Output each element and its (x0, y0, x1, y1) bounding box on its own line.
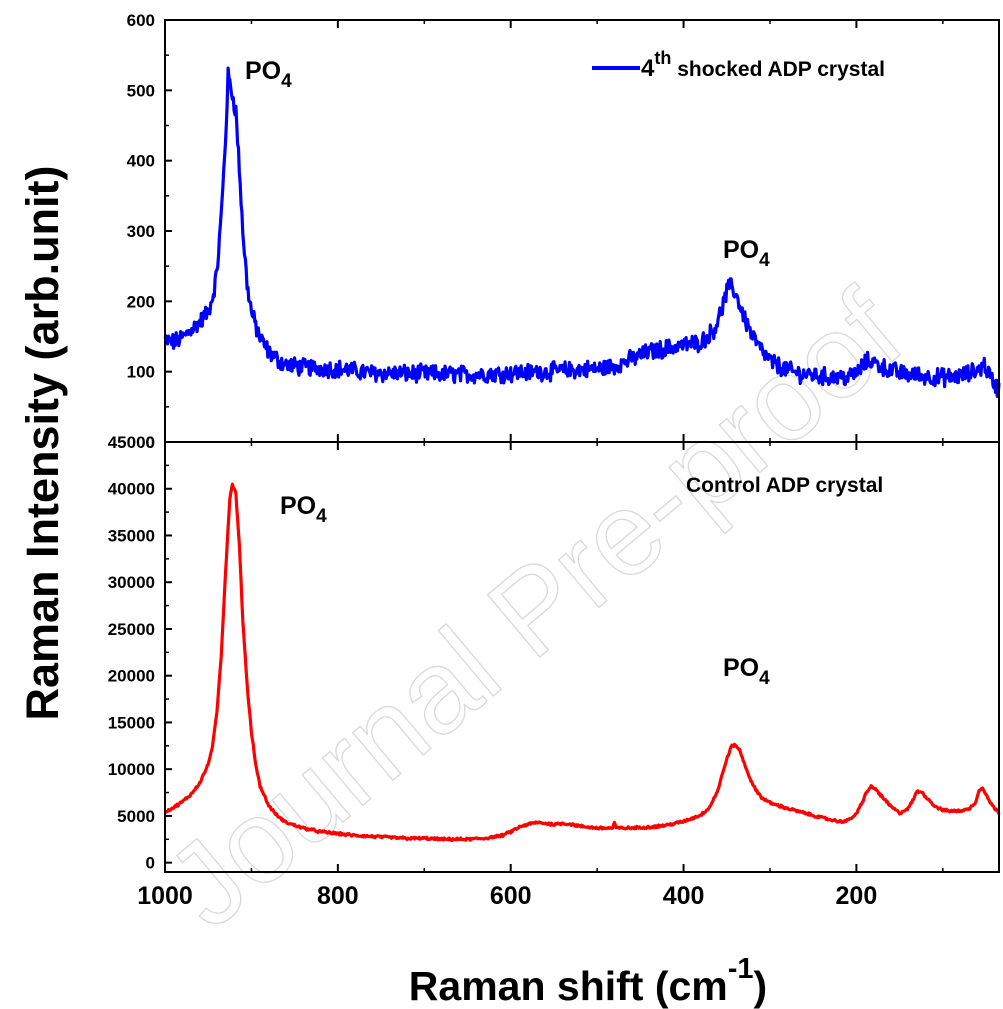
peak-label-po4-top-2: PO4 (723, 236, 770, 271)
top-y-tick-label: 300 (127, 222, 155, 241)
bottom-y-tick-label: 45000 (108, 433, 155, 452)
panel-top: 0 100 200 300 400 500 600 4th shocked ADP crys… (127, 11, 1001, 452)
x-tick-label: 1000 (137, 882, 193, 910)
bottom-y-tick-label: 35000 (108, 526, 155, 545)
bottom-y-tick-label: 25000 (108, 620, 155, 639)
x-tick-label: 400 (663, 882, 705, 910)
legend-text-shocked: 4th shocked ADP crystal (641, 48, 885, 82)
bottom-y-tick-label: 40000 (108, 480, 155, 499)
panel-bottom: 0500010000150002000025000300003500040000… (108, 433, 1001, 910)
bottom-plot-frame (164, 441, 1000, 873)
bottom-y-tick-label: 5000 (117, 807, 155, 826)
peak-label-po4-bottom-2: PO4 (723, 654, 770, 689)
top-y-tick-label: 600 (127, 11, 155, 30)
series-line-control (163, 482, 1001, 843)
bottom-y-ticks: 0 5000 10000 15000 20000 25000 30000 35000 40000… (108, 433, 172, 873)
bottom-y-tick-label: 30000 (108, 573, 155, 592)
y-axis-title: Raman Intensity (arb.unit) (17, 165, 68, 720)
peak-label-po4-top-1: PO4 (245, 57, 292, 92)
top-y-tick-label: 0 (146, 433, 155, 452)
top-y-tick-label: 400 (127, 152, 155, 171)
x-axis-title: Raman shift (cm-1) (409, 953, 767, 1009)
top-y-tick-label: 100 (127, 363, 155, 382)
x-tick-label: 200 (836, 882, 878, 910)
x-tick-label: 600 (490, 882, 532, 910)
bottom-x-ticks: 1000 800 600 400 200 (137, 442, 944, 910)
bottom-y-tick-label: 0 (146, 854, 155, 873)
series-line-shocked (163, 66, 1001, 398)
bottom-y-tick-label: 20000 (108, 667, 155, 686)
peak-label-po4-bottom-1: PO4 (280, 492, 327, 527)
top-y-tick-label: 200 (127, 292, 155, 311)
x-tick-label: 800 (317, 882, 359, 910)
bottom-y-tick-label: 10000 (108, 760, 155, 779)
top-y-tick-label: 500 (127, 81, 155, 100)
bottom-y-tick-label: 15000 (108, 713, 155, 732)
legend-text-control: Control ADP crystal (686, 474, 883, 497)
